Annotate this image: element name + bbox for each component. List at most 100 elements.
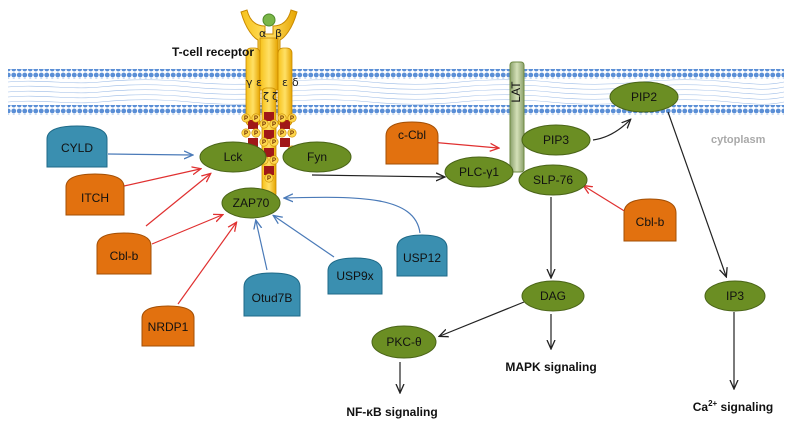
otud7b-label: Otud7B — [252, 291, 293, 305]
phospho-label: P — [262, 122, 266, 128]
slp76-node: SLP-76 — [518, 164, 588, 196]
fyn-node: Fyn — [282, 141, 352, 173]
arrow-cblb-lck — [145, 174, 210, 227]
cyld-label: CYLD — [61, 141, 93, 155]
phospho-label: P — [272, 140, 276, 146]
epsilon-right-label: ε — [282, 76, 288, 89]
ip3-label: IP3 — [726, 289, 744, 303]
nfkb-signaling-label: NF-κB signaling — [346, 405, 437, 419]
lck-node: Lck — [199, 141, 267, 173]
gamma-chain-label: γ — [246, 76, 253, 89]
dag-label: DAG — [540, 289, 566, 303]
itch-label: ITCH — [81, 191, 109, 205]
pkc-node: PKC-θ — [371, 325, 437, 359]
t-cell-receptor: PPPPPPPPPPPPPPPPP T-cell receptor α β γ … — [172, 9, 299, 199]
arrow-otud7b-zap70 — [256, 221, 268, 271]
phospho-label: P — [272, 158, 276, 164]
phospho-label: P — [280, 131, 284, 137]
arrow-fyn-plc — [311, 175, 444, 177]
phospho-label: P — [262, 140, 266, 146]
cblb-left-label: Cbl-b — [110, 249, 139, 263]
phospho-site-12 — [269, 137, 279, 147]
phospho-label: P — [272, 122, 276, 128]
fyn-label: Fyn — [307, 150, 327, 164]
arrows — [107, 111, 734, 392]
cyld-regulator: CYLD — [46, 125, 108, 168]
phospho-site-16 — [269, 155, 279, 165]
nrdp1-label: NRDP1 — [148, 320, 189, 334]
phospho-label: P — [254, 131, 258, 137]
zap70-node: ZAP70 — [221, 187, 281, 219]
cytoplasm-label: cytoplasm — [711, 134, 766, 146]
arrow-ccbl-lat — [429, 141, 498, 148]
tcr-alpha-beta-core — [259, 37, 279, 91]
arrow-nrdp1-zap70 — [177, 223, 236, 305]
receptor-title: T-cell receptor — [172, 45, 254, 59]
lat-label: LAT — [509, 81, 523, 103]
calcium-suffix: signaling — [717, 400, 773, 414]
otud7b-regulator: Otud7B — [243, 272, 301, 317]
regulators: CYLD ITCH Cbl-b NRDP1 Otud7B USP9x USP12 — [46, 121, 677, 347]
itam-blocks — [248, 112, 290, 175]
phospho-site-3 — [277, 113, 287, 123]
cblb-right-label: Cbl-b — [636, 215, 665, 229]
arrow-itch-lck — [123, 169, 200, 187]
lck-label: Lck — [224, 150, 244, 164]
phospho-site-17 — [264, 173, 274, 183]
pip3-label: PIP3 — [543, 133, 569, 147]
cblb-left-regulator: Cbl-b — [96, 232, 152, 275]
cblb-right-regulator: Cbl-b — [623, 198, 677, 242]
arrow-cyld-lck — [107, 154, 192, 155]
nrdp1-regulator: NRDP1 — [141, 305, 195, 347]
calcium-superscript: 2+ — [708, 399, 717, 408]
phospho-site-7 — [277, 128, 287, 138]
usp12-label: USP12 — [403, 251, 441, 265]
phospho-site-10 — [269, 119, 279, 129]
calcium-prefix: Ca — [693, 400, 709, 414]
phospho-site-6 — [251, 128, 261, 138]
itch-regulator: ITCH — [65, 173, 125, 216]
phospho-site-11 — [259, 137, 269, 147]
arrow-cblb-zap70 — [151, 215, 222, 245]
alpha-chain-label: α — [259, 27, 266, 40]
phospho-label: P — [254, 116, 258, 122]
phospho-label: P — [267, 176, 271, 182]
phospho-site-9 — [259, 119, 269, 129]
phospho-label: P — [290, 131, 294, 137]
zeta-right-label: ζ — [272, 90, 278, 103]
phospho-label: P — [244, 131, 248, 137]
signaling-nodes: Lck Fyn ZAP70 PLC-γ1 PIP3 SLP-76 PIP2 D — [199, 81, 766, 359]
phospho-site-5 — [241, 128, 251, 138]
phospho-label: P — [290, 116, 294, 122]
dag-node: DAG — [521, 280, 585, 312]
calcium-signaling-label: Ca2+ signaling — [693, 399, 773, 414]
delta-chain-label: δ — [292, 76, 299, 89]
plc-label: PLC-γ1 — [459, 165, 499, 179]
pip2-label: PIP2 — [631, 90, 657, 104]
pip2-node: PIP2 — [609, 81, 679, 113]
arrow-pip2-ip3 — [667, 111, 726, 276]
usp9x-label: USP9x — [336, 269, 373, 283]
epsilon-left-label: ε — [256, 76, 262, 89]
arrow-cblb-slp76 — [584, 186, 627, 213]
pkc-label: PKC-θ — [386, 335, 422, 349]
ip3-node: IP3 — [704, 280, 766, 312]
plc-node: PLC-γ1 — [444, 156, 514, 188]
ccbl-label: c-Cbl — [398, 128, 426, 142]
beta-chain-label: β — [275, 27, 282, 40]
zap70-label: ZAP70 — [233, 196, 270, 210]
usp9x-regulator: USP9x — [327, 257, 383, 295]
slp76-label: SLP-76 — [533, 173, 573, 187]
ccbl-regulator: c-Cbl — [385, 121, 439, 165]
pip3-node: PIP3 — [521, 124, 591, 156]
phospho-label: P — [280, 116, 284, 122]
arrow-pip3-pip2 — [592, 120, 630, 141]
phospho-site-4 — [287, 113, 297, 123]
phospho-site-8 — [287, 128, 297, 138]
arrow-usp12-zap70 — [285, 197, 421, 234]
arrow-dag-pkc — [440, 301, 525, 336]
phospho-label: P — [244, 116, 248, 122]
antigen-ligand — [262, 13, 276, 27]
usp12-regulator: USP12 — [396, 234, 448, 277]
